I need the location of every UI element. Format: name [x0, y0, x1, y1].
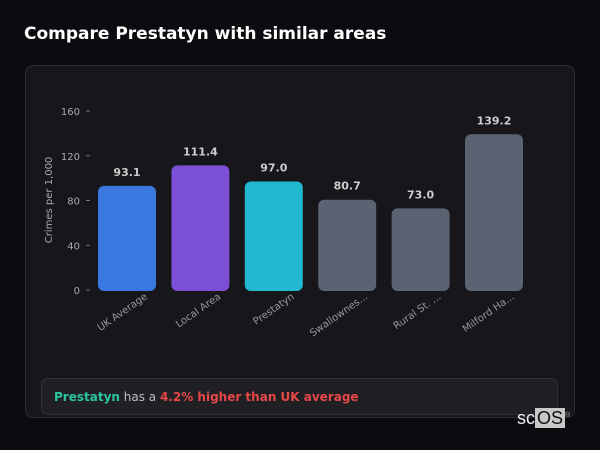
y-tick-label: 120 [61, 152, 80, 163]
bar-value-label: 73.0 [407, 188, 434, 201]
bar-value-label: 80.7 [334, 180, 361, 193]
page-title: Compare Prestatyn with similar areas [24, 24, 387, 44]
x-tick-label: Milford Ha... [461, 291, 517, 335]
bar [244, 181, 303, 291]
x-tick-label: Prestatyn [251, 291, 296, 327]
bar [318, 199, 377, 291]
x-tick-label: UK Average [96, 291, 150, 333]
summary-area: Prestatyn [54, 390, 120, 404]
bar-value-label: 93.1 [113, 166, 140, 179]
bar [98, 185, 156, 291]
y-tick-label: 0 [74, 286, 80, 297]
y-tick-label: 40 [67, 241, 80, 252]
bar-value-label: 111.4 [183, 145, 218, 158]
summary-text: has a [119, 390, 160, 404]
x-tick-label: Rural St. ... [392, 291, 444, 332]
summary-highlight: 4.2% higher than UK average [159, 390, 359, 404]
bar-value-label: 139.2 [477, 114, 512, 127]
scos-logo: sc OS ® [517, 408, 571, 428]
y-tick-label: 80 [67, 197, 80, 208]
bar [465, 134, 523, 291]
bar [171, 165, 230, 291]
x-tick-label: Swallownes... [308, 291, 370, 339]
x-tick-label: Local Area [174, 291, 223, 330]
bar [391, 208, 450, 291]
bar-value-label: 97.0 [260, 161, 287, 174]
y-axis-label: Crimes per 1,000 [44, 157, 55, 244]
summary-box: Prestatyn has a 4.2% higher than UK aver… [41, 378, 558, 415]
y-tick-label: 160 [61, 107, 80, 118]
